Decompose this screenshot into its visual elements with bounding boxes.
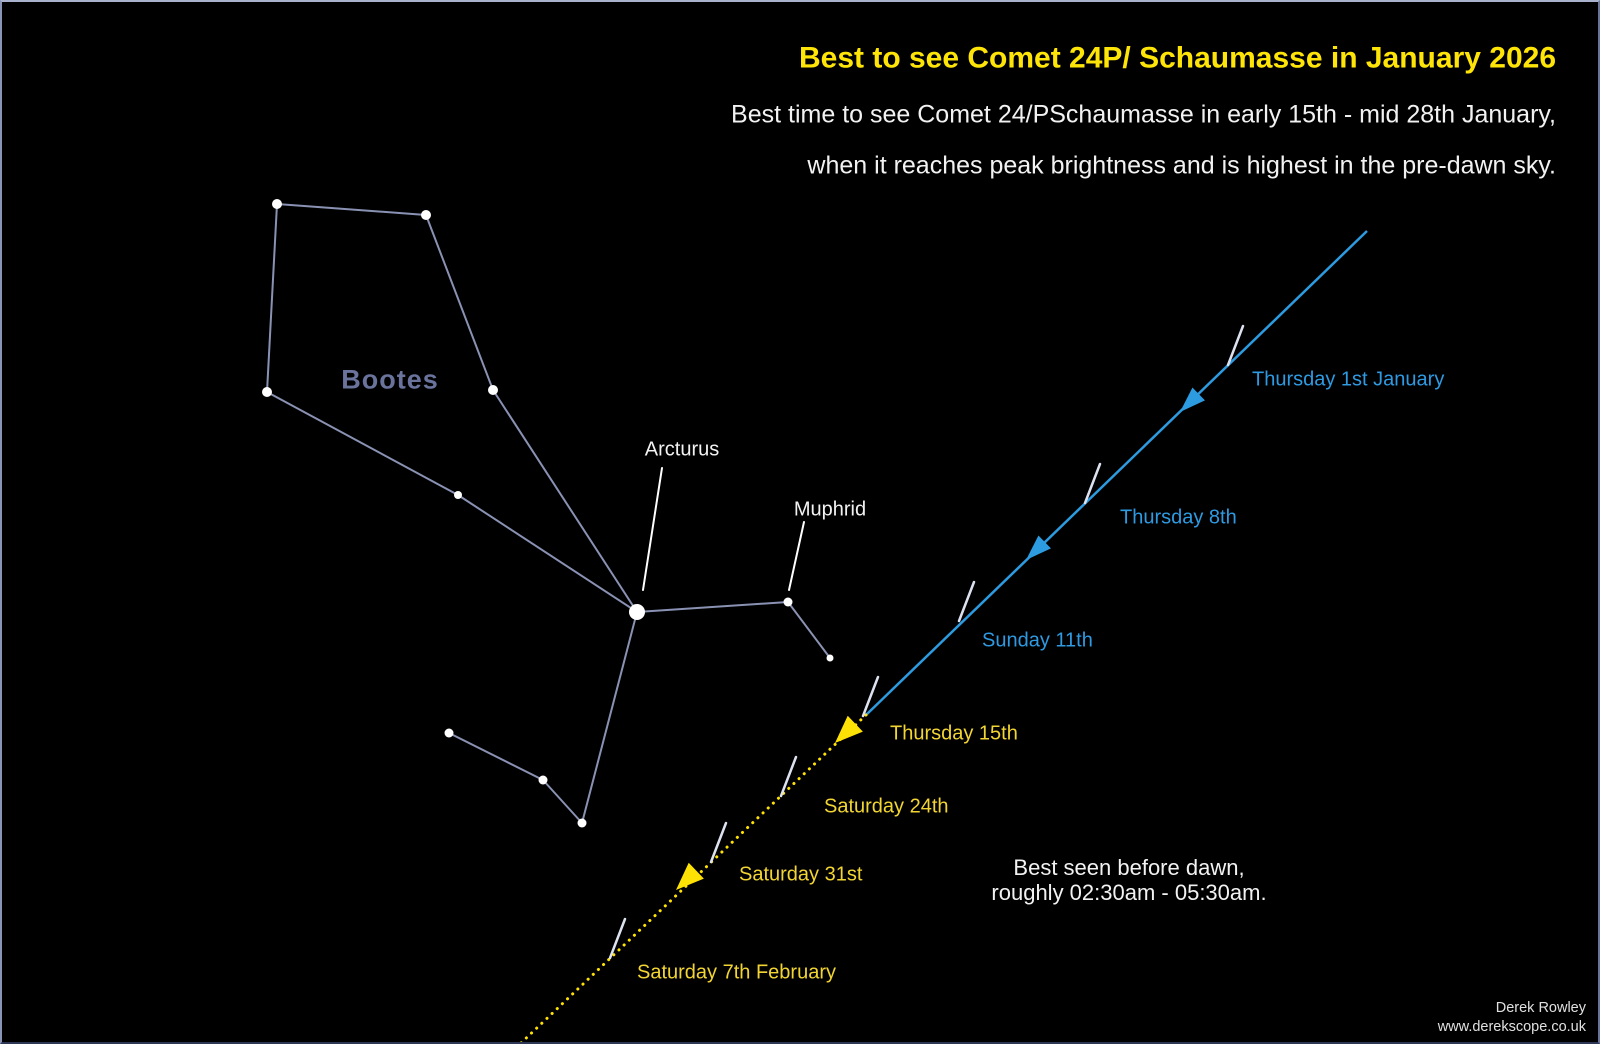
viewing-note-line-1: Best seen before dawn, xyxy=(1013,855,1245,880)
constellation-edge xyxy=(492,389,638,613)
star-b xyxy=(421,210,431,220)
constellation-edge xyxy=(581,611,638,824)
star-h xyxy=(826,654,834,662)
star-d xyxy=(488,385,498,395)
viewing-note: Best seen before dawn, roughly 02:30am -… xyxy=(991,855,1266,905)
star-label-arcturus: Arcturus xyxy=(644,438,720,461)
credit-author: Derek Rowley xyxy=(1495,1000,1586,1016)
credit-website: www.derekscope.co.uk xyxy=(1437,1019,1586,1035)
constellation-edge xyxy=(457,494,638,613)
date-label-0: Thursday 1st January xyxy=(1252,368,1445,391)
comet-yellow-arrowhead-icon xyxy=(676,862,704,890)
star-j xyxy=(538,775,548,785)
comet-yellow-arrowhead-icon xyxy=(835,715,863,743)
star-i xyxy=(444,728,454,738)
comet-date-marker-icon xyxy=(957,580,976,623)
star-e xyxy=(454,491,462,499)
subtitle-line-1: Best time to see Comet 24/PSchaumasse in… xyxy=(731,100,1556,129)
star-c xyxy=(262,387,272,397)
date-label-2: Sunday 11th xyxy=(982,629,1093,652)
callout-line-arcturus xyxy=(642,467,663,591)
date-label-3: Thursday 15th xyxy=(890,722,1018,745)
date-label-1: Thursday 8th xyxy=(1120,506,1237,529)
star-label-muphrid: Muphrid xyxy=(793,498,867,521)
date-label-4: Saturday 24th xyxy=(824,795,949,818)
constellation-label-bootes: Bootes xyxy=(341,364,439,395)
date-label-5: Saturday 31st xyxy=(739,863,863,886)
constellation-edge xyxy=(276,203,427,216)
comet-path-dotted xyxy=(519,713,868,1042)
viewing-note-line-2: roughly 02:30am - 05:30am. xyxy=(991,880,1267,905)
constellation-edge xyxy=(266,203,278,393)
comet-blue-arrowhead-icon xyxy=(1026,535,1051,560)
date-label-6: Saturday 7th February xyxy=(637,961,836,984)
comet-date-marker-icon xyxy=(709,821,728,864)
constellation-edge xyxy=(636,601,789,613)
credit: Derek Rowley www.derekscope.co.uk xyxy=(1438,999,1586,1037)
constellation-edge xyxy=(448,732,544,781)
comet-blue-arrowhead-icon xyxy=(1180,387,1205,412)
constellation-edge xyxy=(266,391,459,496)
star-arcturus xyxy=(629,604,645,620)
callout-line-muphrid xyxy=(788,521,805,591)
page-title: Best to see Comet 24P/ Schaumasse in Jan… xyxy=(798,41,1556,75)
comet-date-marker-icon xyxy=(1226,324,1245,367)
star-a xyxy=(272,199,282,209)
constellation-edge xyxy=(787,601,831,659)
comet-date-marker-icon xyxy=(1083,462,1102,505)
star-muphrid xyxy=(783,597,793,607)
comet-date-marker-icon xyxy=(861,675,880,718)
comet-date-marker-icon xyxy=(608,917,627,960)
subtitle-line-2: when it reaches peak brightness and is h… xyxy=(807,151,1556,180)
star-k xyxy=(577,818,587,828)
constellation-edge xyxy=(425,214,494,391)
constellation-edge xyxy=(542,779,583,824)
comet-path-blue xyxy=(865,230,1368,716)
comet-date-marker-icon xyxy=(779,755,798,798)
